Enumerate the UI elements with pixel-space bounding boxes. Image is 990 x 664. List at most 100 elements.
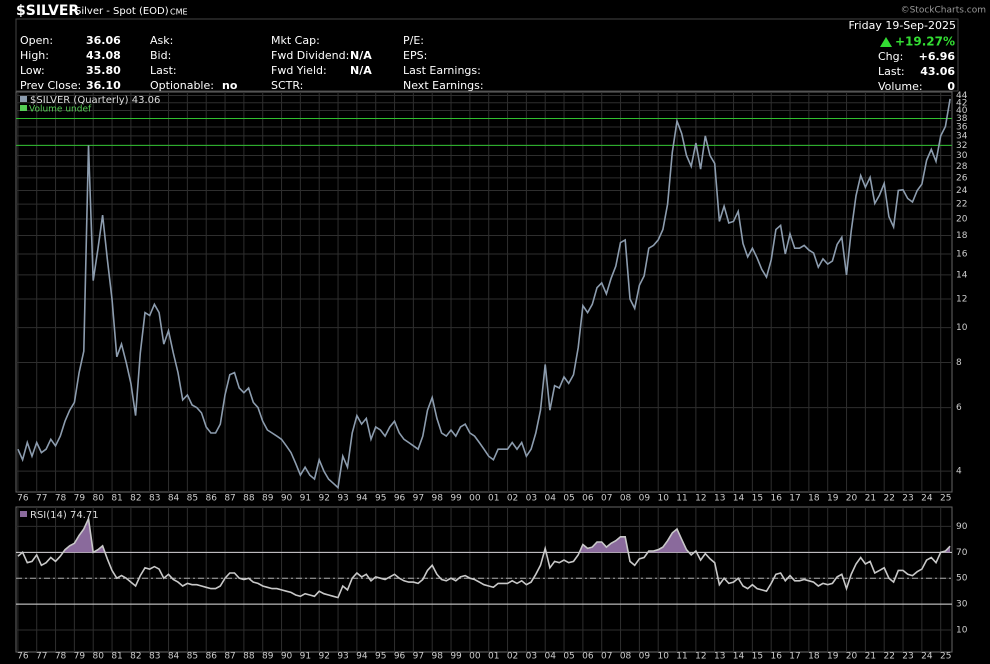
info-value: +6.96 (919, 50, 956, 63)
info-label: Prev Close: (20, 79, 81, 92)
legend-icon (20, 96, 27, 102)
x-tick-label: 21 (865, 494, 876, 504)
y-tick-label: 30 (956, 151, 968, 161)
info-value: N/A (350, 49, 372, 62)
y-tick-label: 38 (956, 114, 968, 124)
y-tick-label: 90 (956, 522, 968, 532)
percent-change: +19.27% (895, 35, 955, 49)
x-tick-label: 78 (55, 494, 67, 504)
x-tick-label: 02 (507, 652, 518, 662)
y-tick-label: 30 (956, 600, 968, 610)
info-label: Bid: (150, 49, 171, 62)
x-tick-label: 11 (676, 494, 687, 504)
y-tick-label: 18 (956, 231, 968, 241)
x-tick-label: 76 (17, 494, 29, 504)
x-tick-label: 17 (789, 494, 800, 504)
legend-icon (20, 511, 27, 517)
x-tick-label: 99 (450, 652, 462, 662)
y-tick-label: 16 (956, 249, 968, 259)
info-value: 43.08 (86, 49, 121, 62)
y-tick-label: 20 (956, 215, 968, 225)
x-tick-label: 79 (74, 652, 86, 662)
x-tick-label: 86 (205, 652, 217, 662)
info-label: SCTR: (271, 79, 303, 92)
x-tick-label: 05 (563, 652, 574, 662)
x-tick-label: 90 (281, 494, 293, 504)
x-tick-label: 08 (620, 494, 632, 504)
volume-icon (20, 105, 27, 111)
x-tick-label: 92 (318, 494, 329, 504)
x-tick-label: 94 (356, 494, 368, 504)
y-tick-label: 24 (956, 186, 968, 196)
info-box (15, 18, 959, 92)
x-tick-label: 21 (865, 652, 876, 662)
info-value: N/A (350, 64, 372, 77)
info-label: Volume: (878, 80, 923, 93)
symbol: $SILVER (16, 3, 79, 19)
info-value: no (222, 79, 238, 92)
series-line (17, 98, 951, 490)
x-tick-label: 90 (281, 652, 293, 662)
x-tick-label: 86 (205, 494, 217, 504)
legend-label: $SILVER (Quarterly) 43.06 (30, 95, 160, 106)
info-value: 36.06 (86, 34, 121, 47)
y-tick-label: 14 (956, 270, 968, 280)
info-value: 36.10 (86, 79, 121, 92)
x-tick-label: 06 (582, 652, 594, 662)
x-tick-label: 09 (639, 494, 651, 504)
x-tick-label: 12 (695, 494, 706, 504)
x-tick-label: 24 (921, 652, 933, 662)
x-tick-label: 80 (92, 652, 104, 662)
x-tick-label: 89 (262, 494, 274, 504)
x-tick-label: 84 (168, 652, 180, 662)
x-tick-label: 87 (224, 652, 235, 662)
x-tick-label: 08 (620, 652, 632, 662)
y-tick-label: 28 (956, 162, 968, 172)
x-tick-label: 94 (356, 652, 368, 662)
info-label: Last Earnings: (403, 64, 481, 77)
x-tick-label: 77 (36, 652, 47, 662)
x-tick-label: 81 (111, 494, 122, 504)
x-tick-label: 91 (300, 652, 311, 662)
x-tick-label: 03 (526, 494, 537, 504)
legend-label: RSI(14) 74.71 (30, 510, 99, 521)
x-tick-label: 14 (733, 652, 745, 662)
x-tick-label: 19 (827, 652, 839, 662)
info-value: 0 (947, 80, 955, 93)
x-tick-label: 17 (789, 652, 800, 662)
y-tick-label: 42 (956, 98, 967, 108)
x-tick-label: 95 (375, 494, 386, 504)
x-tick-label: 11 (676, 652, 687, 662)
y-tick-label: 70 (956, 548, 968, 558)
x-tick-label: 85 (187, 494, 198, 504)
x-tick-label: 16 (770, 652, 782, 662)
x-tick-label: 83 (149, 652, 160, 662)
panel (15, 91, 953, 493)
x-tick-label: 00 (469, 494, 481, 504)
x-tick-label: 09 (639, 652, 651, 662)
up-arrow-icon (880, 37, 892, 47)
info-label: High: (20, 49, 49, 62)
info-label: Chg: (878, 50, 903, 63)
x-tick-label: 14 (733, 494, 745, 504)
info-label: Ask: (150, 34, 173, 47)
info-label: Last: (878, 65, 905, 78)
date: Friday 19-Sep-2025 (849, 19, 957, 32)
x-tick-label: 95 (375, 652, 386, 662)
x-tick-label: 18 (808, 652, 820, 662)
x-tick-label: 85 (187, 652, 198, 662)
x-tick-label: 23 (902, 494, 913, 504)
info-label: Fwd Yield: (271, 64, 327, 77)
x-tick-label: 01 (488, 494, 499, 504)
y-tick-label: 22 (956, 200, 967, 210)
y-tick-label: 8 (956, 358, 962, 368)
x-tick-label: 98 (431, 494, 443, 504)
x-tick-label: 25 (940, 494, 951, 504)
x-tick-label: 10 (657, 652, 669, 662)
info-label: EPS: (403, 49, 427, 62)
y-tick-label: 36 (956, 122, 968, 132)
info-label: Optionable: (150, 79, 214, 92)
x-tick-label: 04 (544, 652, 556, 662)
x-tick-label: 87 (224, 494, 235, 504)
